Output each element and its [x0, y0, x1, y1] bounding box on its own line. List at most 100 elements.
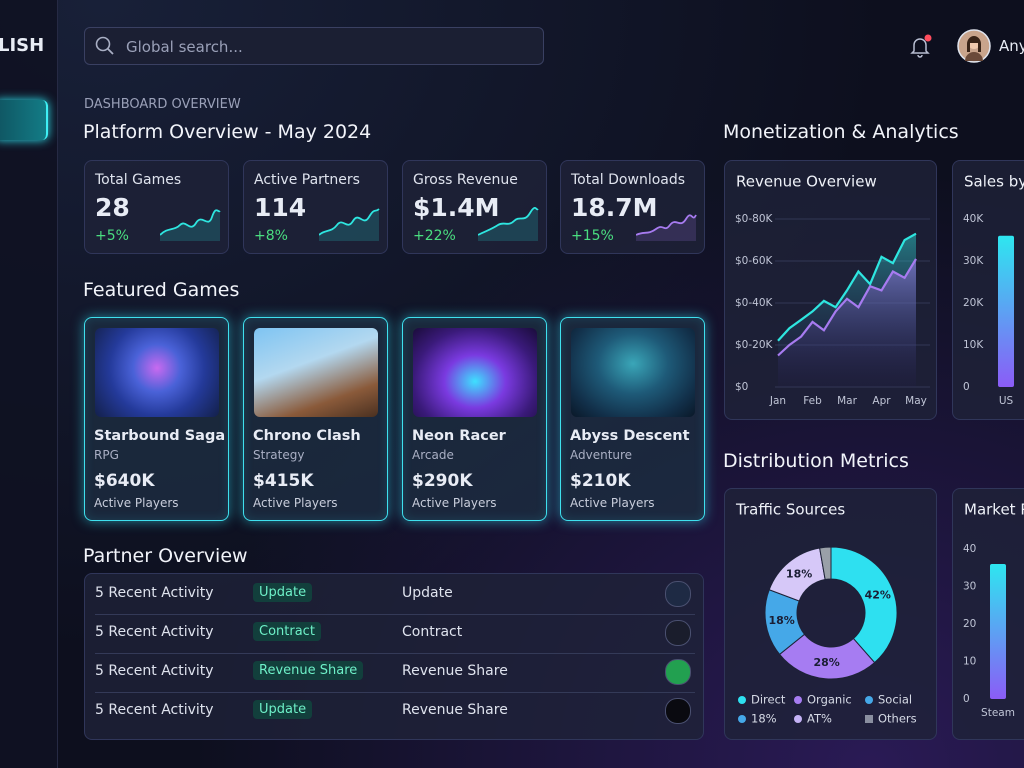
- kpi-label: Total Games: [95, 172, 182, 188]
- game-card[interactable]: Chrono Clash Strategy $415K Active Players: [243, 317, 388, 521]
- legend-label: 18%: [751, 712, 777, 726]
- game-image: [413, 328, 537, 417]
- y-tick-label: 30: [963, 581, 976, 593]
- nav-item-active[interactable]: [0, 100, 48, 140]
- legend-swatch: [738, 696, 746, 704]
- slice-label: 28%: [814, 656, 840, 669]
- legend-label: Others: [878, 712, 917, 726]
- search-placeholder: Global search...: [126, 38, 243, 56]
- section-title: Distribution Metrics: [723, 450, 909, 472]
- x-tick-label: Steam: [981, 707, 1015, 719]
- legend-swatch: [794, 715, 802, 723]
- chart: Revenue Overview $0 $0-20K $0-40K $0-60K $0-8…: [735, 173, 930, 407]
- section-title: Monetization & Analytics: [723, 121, 959, 143]
- partner-table: 5 Recent Activity Update Update 5 Recent Ac…: [84, 573, 704, 740]
- legend-label: Organic: [807, 693, 852, 707]
- x-tick-label: Jan: [769, 395, 786, 407]
- game-players-label: Active Players: [412, 496, 497, 510]
- game-image: [95, 328, 219, 417]
- cell-type: Revenue Share: [402, 663, 508, 679]
- chart-title: Market P: [964, 501, 1024, 519]
- search-box[interactable]: Global search...: [84, 27, 544, 65]
- game-genre: Adventure: [570, 448, 633, 462]
- x-tick-label: May: [905, 395, 927, 407]
- chart-title: Traffic Sources: [735, 501, 845, 519]
- legend-swatch: [794, 696, 802, 704]
- chart-card: Sales by 0 10K 20K 30K 40K US: [952, 160, 1024, 420]
- y-tick-label: $0-40K: [735, 297, 774, 309]
- game-genre: RPG: [94, 448, 119, 462]
- pie-slice: [819, 546, 832, 581]
- slice-label: 18%: [786, 567, 812, 580]
- cell-type: Update: [402, 585, 453, 601]
- game-name: Chrono Clash: [253, 428, 361, 444]
- kpi-card: Active Partners 114 +8%: [243, 160, 388, 254]
- cell-activity: 5 Recent Activity: [95, 663, 214, 679]
- game-players: $290K: [412, 471, 473, 491]
- y-tick-label: 10K: [963, 339, 984, 351]
- sparkline-line: [478, 206, 539, 236]
- game-name: Abyss Descent: [570, 428, 690, 444]
- x-tick-label: US: [999, 395, 1014, 407]
- kpi-card: Gross Revenue $1.4M +22%: [402, 160, 547, 254]
- chart-card: Traffic Sources 42% 28% 18% 18% Direct Organic…: [724, 488, 937, 740]
- game-card[interactable]: Starbound Saga RPG $640K Active Players: [84, 317, 229, 521]
- partner-icon: [665, 620, 691, 646]
- slice-label: 42%: [865, 588, 891, 601]
- partner-icon: [665, 659, 691, 685]
- cell-type: Contract: [402, 624, 463, 640]
- cell-badge: Update: [253, 700, 313, 719]
- kpi-change: +8%: [254, 228, 288, 244]
- game-players-label: Active Players: [253, 496, 338, 510]
- partner-icon: [665, 698, 691, 724]
- kpi-label: Total Downloads: [571, 172, 686, 188]
- partner-icon: [665, 581, 691, 607]
- game-image: [571, 328, 695, 417]
- x-tick-label: Apr: [872, 395, 891, 407]
- cell-badge: Revenue Share: [253, 661, 364, 680]
- avatar[interactable]: [957, 29, 991, 63]
- line: [777, 258, 917, 357]
- chart-title: Sales by: [964, 173, 1024, 191]
- kpi-value: 114: [254, 193, 307, 222]
- game-players-label: Active Players: [94, 496, 179, 510]
- user-name: Any: [999, 37, 1024, 55]
- kpi-card: Total Games 28 +5%: [84, 160, 229, 254]
- game-card[interactable]: Abyss Descent Adventure $210K Active Player…: [560, 317, 705, 521]
- legend-swatch: [865, 715, 873, 723]
- game-genre: Strategy: [253, 448, 305, 462]
- cell-activity: 5 Recent Activity: [95, 585, 214, 601]
- y-tick-label: 20: [963, 618, 976, 630]
- kpi-change: +22%: [413, 228, 456, 244]
- kpi-card: Total Downloads 18.7M +15%: [560, 160, 705, 254]
- eyebrow: DASHBOARD OVERVIEW: [84, 97, 241, 112]
- legend-label: Direct: [751, 693, 786, 707]
- game-players: $210K: [570, 471, 631, 491]
- game-card[interactable]: Neon Racer Arcade $290K Active Players: [402, 317, 547, 521]
- game-genre: Arcade: [412, 448, 454, 462]
- chart: Market P 0 10 20 30 40 Steam: [963, 501, 1024, 720]
- section-title: Partner Overview: [83, 545, 248, 567]
- brand: LISH: [0, 35, 45, 56]
- kpi-label: Gross Revenue: [413, 172, 518, 188]
- notification-bell[interactable]: [907, 33, 933, 59]
- cell-badge: Contract: [253, 622, 321, 641]
- legend-label: Social: [878, 693, 912, 707]
- y-tick-label: 10: [963, 656, 976, 668]
- row-divider: [95, 614, 695, 615]
- y-tick-label: $0: [735, 381, 748, 393]
- y-tick-label: 0: [963, 693, 970, 705]
- game-name: Neon Racer: [412, 428, 506, 444]
- sparkline-area: [636, 215, 696, 241]
- cell-activity: 5 Recent Activity: [95, 624, 214, 640]
- game-players-label: Active Players: [570, 496, 655, 510]
- y-tick-label: 40: [963, 543, 976, 555]
- sparkline-line: [160, 209, 221, 236]
- legend-label: AT%: [807, 712, 832, 726]
- bar: [998, 235, 1014, 387]
- game-name: Starbound Saga: [94, 428, 226, 444]
- kpi-change: +5%: [95, 228, 129, 244]
- slice-label: 18%: [768, 614, 794, 627]
- y-tick-label: 40K: [963, 213, 984, 225]
- game-players: $640K: [94, 471, 155, 491]
